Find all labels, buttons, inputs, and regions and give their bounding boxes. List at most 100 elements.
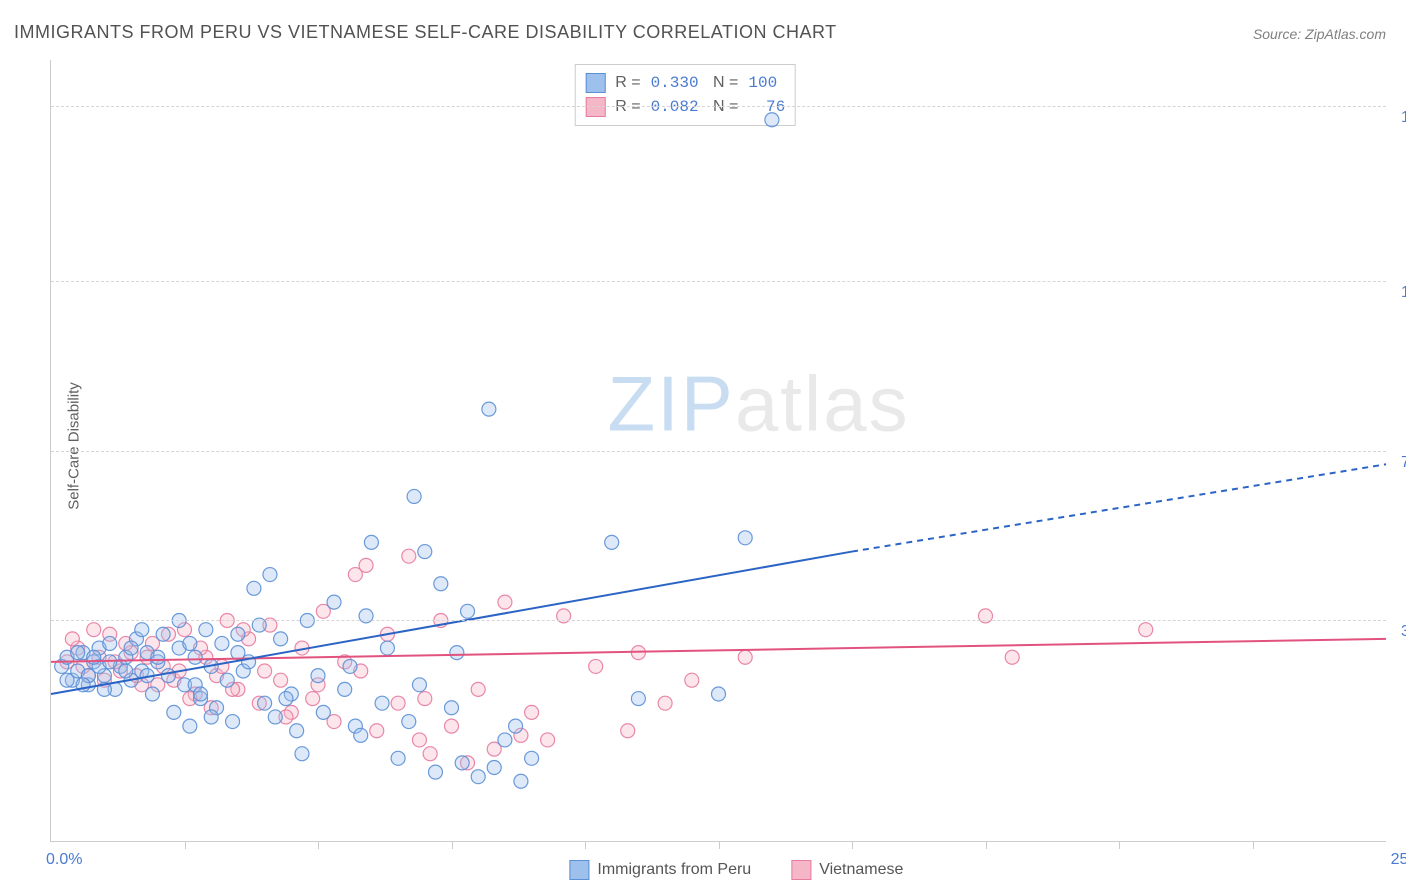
data-point [498,733,512,747]
data-point [514,774,528,788]
data-point [119,664,133,678]
data-point [412,678,426,692]
data-point [1139,623,1153,637]
data-point [124,641,138,655]
data-point [391,696,405,710]
gridline [51,106,1386,107]
y-tick-label: 15.0% [1391,109,1406,127]
data-point [263,568,277,582]
regression-line [51,552,852,694]
data-point [215,636,229,650]
data-point [712,687,726,701]
legend-swatch-peru [569,860,589,880]
data-point [412,733,426,747]
gridline [51,451,1386,452]
data-point [188,650,202,664]
x-origin-label: 0.0% [46,851,82,869]
x-tick [1253,841,1254,849]
data-point [343,659,357,673]
source-name: ZipAtlas.com [1305,26,1386,42]
data-point [525,705,539,719]
data-point [541,733,555,747]
data-point [231,627,245,641]
x-tick [585,841,586,849]
data-point [402,715,416,729]
data-point [407,489,421,503]
data-point [482,402,496,416]
legend-swatch-vietnamese [791,860,811,880]
data-point [258,664,272,678]
data-point [498,595,512,609]
legend-item-peru: Immigrants from Peru [569,860,751,880]
data-point [370,724,384,738]
legend-item-vietnamese: Vietnamese [791,860,903,880]
data-point [375,696,389,710]
data-point [156,627,170,641]
x-tick [452,841,453,849]
data-point [738,650,752,664]
source-attribution: Source: ZipAtlas.com [1253,26,1386,42]
data-point [487,760,501,774]
bottom-legend: Immigrants from Peru Vietnamese [569,860,903,880]
data-point [194,687,208,701]
data-point [247,581,261,595]
data-point [199,623,213,637]
data-point [525,751,539,765]
data-point [161,669,175,683]
data-point [316,705,330,719]
data-point [183,636,197,650]
data-point [183,719,197,733]
data-point [380,641,394,655]
data-point [423,747,437,761]
data-point [418,545,432,559]
data-point [311,669,325,683]
x-tick [986,841,987,849]
x-tick [318,841,319,849]
data-point [103,636,117,650]
gridline [51,281,1386,282]
data-point [461,604,475,618]
data-point [605,535,619,549]
data-point [60,673,74,687]
data-point [220,673,234,687]
data-point [274,673,288,687]
data-point [471,770,485,784]
data-point [658,696,672,710]
x-tick [185,841,186,849]
data-point [445,719,459,733]
data-point [738,531,752,545]
data-point [327,595,341,609]
y-tick-label: 7.5% [1391,454,1406,472]
data-point [359,558,373,572]
x-tick [1119,841,1120,849]
data-point [145,687,159,701]
data-point [450,646,464,660]
x-max-label: 25.0% [1391,851,1406,869]
x-tick [719,841,720,849]
data-point [151,650,165,664]
chart-title: IMMIGRANTS FROM PERU VS VIETNAMESE SELF-… [14,22,837,43]
legend-label-vietnamese: Vietnamese [819,861,903,879]
data-point [354,728,368,742]
data-point [306,692,320,706]
data-point [295,747,309,761]
data-point [204,710,218,724]
data-point [631,692,645,706]
legend-label-peru: Immigrants from Peru [597,861,751,879]
data-point [391,751,405,765]
data-point [765,113,779,127]
data-point [685,673,699,687]
data-point [338,682,352,696]
data-point [274,632,288,646]
plot-area: ZIPatlas R = 0.330 N = 100 R = 0.082 N =… [50,60,1386,842]
data-point [135,623,149,637]
gridline [51,620,1386,621]
data-point [589,659,603,673]
data-point [226,715,240,729]
data-point [268,710,282,724]
data-point [364,535,378,549]
data-point [471,682,485,696]
data-point [87,623,101,637]
data-point [621,724,635,738]
data-point [418,692,432,706]
